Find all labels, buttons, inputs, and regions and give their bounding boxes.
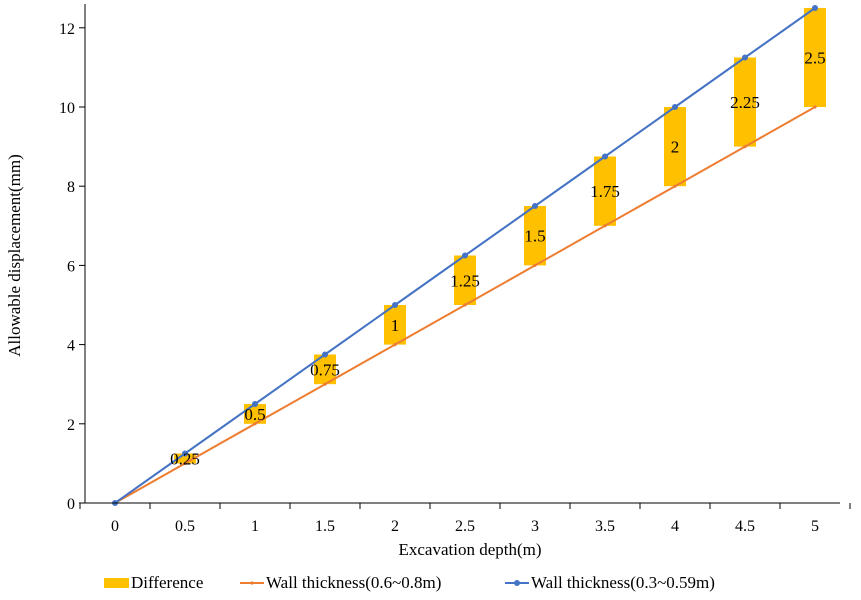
line-point <box>183 461 187 465</box>
line-point <box>673 184 677 188</box>
x-tick-label: 3.5 <box>595 518 615 535</box>
difference-data-label: 2.25 <box>730 93 760 112</box>
x-tick-label: 2 <box>391 518 399 535</box>
x-tick-label: 4 <box>671 518 679 535</box>
difference-data-label: 0.75 <box>310 360 340 379</box>
difference-bar <box>174 453 196 464</box>
difference-bar <box>454 255 476 305</box>
line-point <box>322 351 328 358</box>
x-tick-label: 1.5 <box>315 518 335 535</box>
line-point <box>463 303 467 307</box>
difference-data-label: 1 <box>391 316 400 335</box>
legend-marker <box>250 581 254 585</box>
difference-data-label: 1.5 <box>524 227 545 246</box>
y-tick-label: 4 <box>67 338 75 355</box>
line-point <box>743 145 747 149</box>
x-tick-label: 5 <box>811 518 819 535</box>
line-point <box>742 54 748 61</box>
y-tick-label: 8 <box>67 179 75 196</box>
line-point <box>533 263 537 267</box>
y-tick-label: 0 <box>67 496 75 513</box>
x-tick-label: 0 <box>111 518 119 535</box>
x-axis-title: Excavation depth(m) <box>398 540 541 559</box>
data-labels: 0.25 0.5 0.75 1 1.25 1.5 1.75 2 2.25 2.5 <box>170 49 826 469</box>
difference-bar <box>524 206 546 266</box>
legend-label-wall-thickness-0.6-0.8: Wall thickness(0.6~0.8m) <box>266 573 441 592</box>
y-tick-label: 10 <box>59 100 75 117</box>
difference-data-label: 0.25 <box>170 449 200 468</box>
y-tick-label: 12 <box>59 21 75 38</box>
line-point <box>393 343 397 347</box>
difference-data-label: 2.5 <box>804 49 825 68</box>
difference-bar <box>594 156 616 226</box>
difference-bars <box>174 8 826 464</box>
difference-bar <box>314 354 336 385</box>
legend-marker <box>514 580 520 586</box>
line-point <box>392 302 398 308</box>
legend-label-difference: Difference <box>131 573 203 592</box>
line-point <box>602 153 608 160</box>
difference-data-label: 0.5 <box>244 405 265 424</box>
line-point <box>672 104 678 110</box>
legend: Difference Wall thickness(0.6~0.8m) Wall t… <box>104 573 715 592</box>
line-point <box>252 401 258 407</box>
difference-bar <box>664 107 686 187</box>
x-tick-label: 0.5 <box>175 518 195 535</box>
y-tick-label: 6 <box>67 258 75 275</box>
x-tick-label: 1 <box>251 518 259 535</box>
line-point <box>812 5 818 11</box>
line-point <box>813 105 817 109</box>
difference-bar <box>734 57 756 147</box>
y-axis-title: Allowable displacement(mm) <box>5 154 24 357</box>
line-point <box>253 422 257 426</box>
difference-data-label: 2 <box>671 138 680 157</box>
line-point <box>462 252 468 259</box>
legend-label-wall-thickness-0.3-0.59: Wall thickness(0.3~0.59m) <box>531 573 715 592</box>
line-point <box>182 450 188 457</box>
x-tick-label: 4.5 <box>735 518 755 535</box>
difference-data-label: 1.75 <box>590 182 620 201</box>
series-lines <box>112 5 818 506</box>
line-point <box>532 203 538 209</box>
x-tick-label: 3 <box>531 518 539 535</box>
x-tick-label: 2.5 <box>455 518 475 535</box>
difference-data-label: 1.25 <box>450 271 480 290</box>
difference-bar <box>384 305 406 345</box>
line-point <box>603 224 607 228</box>
y-tick-label: 2 <box>67 417 75 434</box>
line-point <box>323 382 327 386</box>
legend-swatch-difference <box>104 578 129 588</box>
difference-bar <box>804 8 826 107</box>
